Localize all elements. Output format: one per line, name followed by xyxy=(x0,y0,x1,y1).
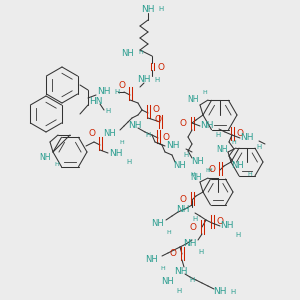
Text: H: H xyxy=(215,132,220,138)
Text: NH: NH xyxy=(232,161,244,170)
Text: H: H xyxy=(120,140,124,146)
Text: NH: NH xyxy=(200,122,214,130)
Text: H: H xyxy=(126,159,132,165)
Text: O: O xyxy=(179,119,187,128)
Text: O: O xyxy=(163,133,170,142)
Text: NH: NH xyxy=(190,157,203,166)
Text: NH: NH xyxy=(240,134,254,142)
Text: NH: NH xyxy=(39,152,51,161)
Text: H: H xyxy=(190,172,195,176)
Text: H: H xyxy=(202,91,207,95)
Text: NH: NH xyxy=(97,88,111,97)
Text: O: O xyxy=(118,80,125,89)
Text: H: H xyxy=(146,132,151,138)
Text: H: H xyxy=(183,152,189,158)
Text: H: H xyxy=(256,144,262,150)
Text: O: O xyxy=(154,116,161,124)
Text: H: H xyxy=(167,230,171,235)
Text: H: H xyxy=(114,89,120,95)
Text: HN: HN xyxy=(89,97,103,106)
Text: H: H xyxy=(139,50,143,56)
Text: NH: NH xyxy=(151,218,164,227)
Text: NH: NH xyxy=(176,206,190,214)
Text: H: H xyxy=(208,167,212,172)
Text: O: O xyxy=(208,164,215,173)
Text: H: H xyxy=(160,266,165,271)
Text: H: H xyxy=(154,77,160,83)
Text: NH: NH xyxy=(162,278,174,286)
Text: NH: NH xyxy=(174,266,188,275)
Text: NH: NH xyxy=(166,142,180,151)
Text: NH: NH xyxy=(128,121,142,130)
Text: NH: NH xyxy=(109,148,123,158)
Text: H: H xyxy=(192,216,198,222)
Text: O: O xyxy=(236,130,244,139)
Text: O: O xyxy=(158,62,164,71)
Text: H: H xyxy=(158,6,164,12)
Text: NH: NH xyxy=(137,76,151,85)
Text: O: O xyxy=(217,218,224,226)
Text: NH: NH xyxy=(122,49,134,58)
Text: H: H xyxy=(198,249,204,255)
Text: O: O xyxy=(169,250,176,259)
Text: NH: NH xyxy=(220,221,234,230)
Text: NH: NH xyxy=(187,95,199,104)
Text: H: H xyxy=(232,140,236,146)
Text: H: H xyxy=(230,289,236,295)
Text: O: O xyxy=(152,106,160,115)
Text: O: O xyxy=(190,223,196,232)
Text: NH: NH xyxy=(183,238,197,247)
Text: H: H xyxy=(189,277,195,283)
Text: H: H xyxy=(236,232,241,238)
Text: H: H xyxy=(206,167,210,172)
Text: NH: NH xyxy=(174,160,186,169)
Text: H: H xyxy=(105,108,111,114)
Text: H: H xyxy=(248,172,252,178)
Text: O: O xyxy=(179,194,187,203)
Text: H: H xyxy=(55,163,59,167)
Text: NH: NH xyxy=(146,254,158,263)
Text: O: O xyxy=(88,128,95,137)
Text: NH: NH xyxy=(213,287,227,296)
Text: H: H xyxy=(176,288,181,294)
Text: NH: NH xyxy=(190,173,202,182)
Text: NH: NH xyxy=(141,4,155,14)
Text: NH: NH xyxy=(216,146,228,154)
Text: NH: NH xyxy=(103,128,116,137)
